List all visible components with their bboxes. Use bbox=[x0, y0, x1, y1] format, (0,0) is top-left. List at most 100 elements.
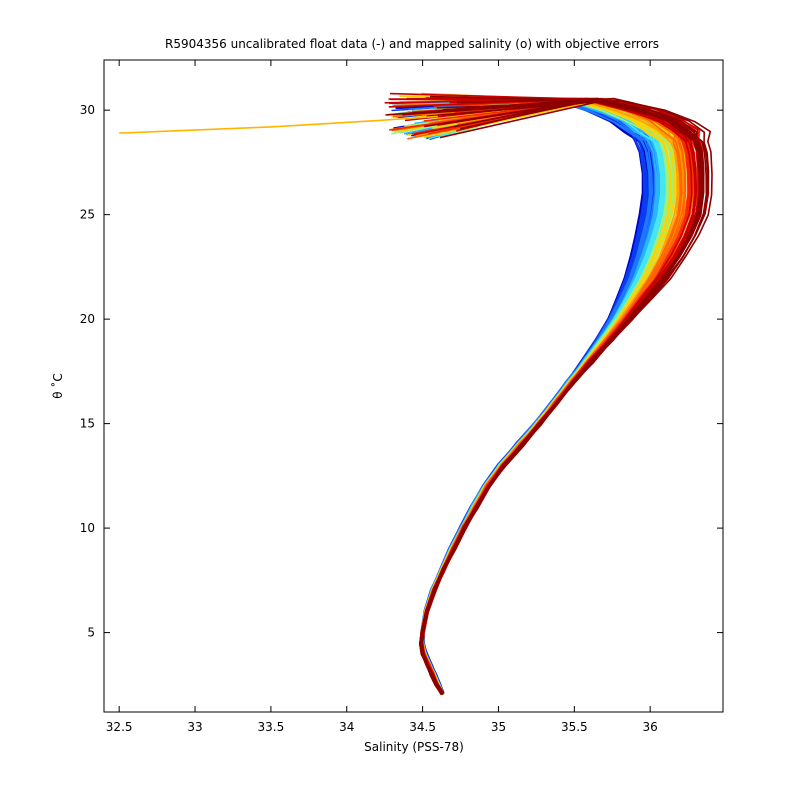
profile-line bbox=[420, 96, 648, 693]
profile-line bbox=[398, 100, 668, 696]
x-tick-label: 35 bbox=[491, 720, 506, 734]
chart-title: R5904356 uncalibrated float data (-) and… bbox=[165, 37, 659, 51]
x-tick-label: 34 bbox=[339, 720, 354, 734]
profile-line bbox=[395, 98, 654, 694]
profile-line bbox=[420, 98, 660, 695]
profile-line bbox=[419, 98, 680, 694]
profile-line bbox=[391, 99, 683, 695]
surface-outlier-line bbox=[119, 115, 438, 134]
profile-line bbox=[410, 99, 655, 694]
profile-line bbox=[406, 100, 656, 695]
x-tick-label: 34.5 bbox=[409, 720, 436, 734]
profile-line bbox=[414, 99, 665, 695]
profile-line bbox=[420, 99, 665, 695]
profile-line bbox=[420, 99, 646, 695]
profile-line bbox=[420, 98, 666, 694]
profile-line bbox=[422, 97, 676, 693]
profile-line bbox=[421, 93, 677, 695]
profile-line bbox=[393, 97, 667, 694]
profile-line bbox=[422, 94, 648, 695]
profile-line bbox=[421, 99, 648, 695]
profile-line bbox=[421, 97, 645, 694]
profile-line bbox=[420, 94, 663, 695]
x-axis-label: Salinity (PSS-78) bbox=[364, 740, 464, 754]
profile-line bbox=[394, 97, 676, 695]
x-tick-label: 33 bbox=[187, 720, 202, 734]
profile-line bbox=[422, 100, 670, 694]
profile-line bbox=[420, 99, 657, 695]
profile-line bbox=[407, 100, 658, 695]
profile-line bbox=[408, 98, 651, 694]
y-axis-label: θ ˚C bbox=[50, 373, 65, 399]
plot-area bbox=[103, 59, 724, 713]
profile-line bbox=[412, 100, 659, 694]
profile-line bbox=[419, 98, 672, 695]
profile-line bbox=[399, 95, 683, 695]
profile-line bbox=[421, 98, 673, 695]
profile-line bbox=[399, 98, 671, 695]
profile-line bbox=[420, 99, 674, 693]
profile-line bbox=[422, 98, 666, 693]
profile-line bbox=[415, 99, 652, 695]
profile-line bbox=[398, 98, 659, 695]
profile-line bbox=[404, 100, 677, 694]
profile-line bbox=[399, 99, 653, 693]
profile-line bbox=[421, 99, 650, 695]
profile-line bbox=[422, 100, 663, 694]
profile-line bbox=[419, 100, 664, 694]
profile-line bbox=[422, 99, 648, 694]
profile-line bbox=[391, 98, 668, 694]
profile-line bbox=[421, 95, 652, 695]
profile-line bbox=[421, 98, 674, 694]
profile-line bbox=[421, 100, 713, 693]
profile-line bbox=[419, 99, 681, 694]
profile-line bbox=[412, 97, 670, 695]
profile-line bbox=[420, 98, 659, 695]
profile-line bbox=[419, 98, 708, 695]
outlier-line bbox=[119, 115, 438, 134]
profile-line bbox=[420, 97, 651, 694]
x-tick-label: 32.5 bbox=[106, 720, 133, 734]
y-axis: 5 10 15 20 25 30 bbox=[80, 103, 723, 640]
x-tick-label: 36 bbox=[643, 720, 658, 734]
profile-line bbox=[398, 97, 670, 695]
profile-line bbox=[419, 97, 663, 693]
profile-line bbox=[403, 98, 660, 693]
profile-line bbox=[407, 98, 661, 693]
profile-line bbox=[420, 98, 676, 693]
profile-line bbox=[420, 98, 651, 695]
profile-line bbox=[419, 97, 671, 694]
profile-line bbox=[407, 100, 682, 693]
y-tick-label: 10 bbox=[80, 521, 95, 535]
profile-line bbox=[422, 97, 664, 694]
profile-line bbox=[392, 98, 666, 693]
profile-line bbox=[420, 97, 665, 695]
profile-line bbox=[422, 99, 661, 694]
profile-line bbox=[422, 98, 660, 693]
profile-line bbox=[422, 100, 673, 695]
y-tick-label: 25 bbox=[80, 208, 95, 222]
x-tick-label: 35.5 bbox=[561, 720, 588, 734]
profile-line bbox=[422, 99, 661, 693]
y-tick-label: 5 bbox=[87, 626, 95, 640]
x-tick-label: 33.5 bbox=[258, 720, 285, 734]
y-tick-label: 30 bbox=[80, 103, 95, 117]
profile-line bbox=[421, 99, 647, 695]
profile-line bbox=[396, 98, 672, 694]
profile-line bbox=[413, 97, 671, 694]
profile-line bbox=[421, 98, 648, 695]
profile-line bbox=[419, 98, 679, 693]
profile-line bbox=[409, 100, 645, 693]
profile-line bbox=[421, 97, 667, 693]
profile-line bbox=[415, 98, 679, 695]
profile-line bbox=[408, 98, 652, 693]
profile-line bbox=[406, 99, 681, 694]
profile-line bbox=[421, 98, 657, 695]
x-axis: 32.5 33 33.5 34 34.5 35 35.5 36 bbox=[106, 60, 658, 734]
profile-line bbox=[420, 97, 662, 695]
profile-line bbox=[393, 98, 682, 693]
y-tick-label: 20 bbox=[80, 312, 95, 326]
profile-lines bbox=[384, 92, 713, 696]
profile-line bbox=[420, 98, 660, 694]
